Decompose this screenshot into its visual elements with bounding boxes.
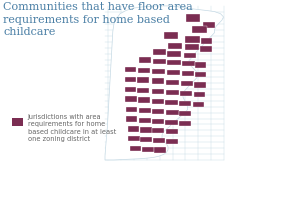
Bar: [125, 96, 137, 102]
Bar: [166, 110, 178, 115]
Bar: [184, 36, 200, 43]
Bar: [181, 81, 193, 86]
Bar: [130, 146, 141, 151]
Bar: [165, 100, 178, 105]
Bar: [140, 137, 152, 142]
Polygon shape: [105, 6, 224, 160]
Bar: [124, 77, 136, 82]
Bar: [126, 107, 137, 112]
Bar: [194, 82, 206, 88]
Bar: [153, 59, 166, 64]
Bar: [182, 61, 195, 66]
Bar: [200, 46, 212, 52]
Bar: [195, 62, 206, 68]
Bar: [152, 128, 164, 133]
Bar: [152, 69, 165, 74]
Bar: [167, 51, 181, 57]
Bar: [12, 118, 23, 126]
Bar: [202, 22, 215, 28]
Bar: [167, 70, 180, 75]
Bar: [164, 32, 178, 39]
Bar: [124, 87, 136, 92]
Bar: [128, 126, 139, 132]
Bar: [185, 44, 199, 50]
Bar: [168, 43, 182, 49]
Bar: [153, 138, 165, 143]
Bar: [182, 71, 194, 76]
Text: Communities that have floor area
requirements for home based
childcare: Communities that have floor area require…: [3, 2, 193, 37]
Bar: [138, 68, 150, 73]
Bar: [186, 14, 200, 22]
Bar: [128, 136, 140, 141]
Bar: [166, 139, 178, 144]
Bar: [201, 38, 212, 44]
Bar: [137, 88, 149, 93]
Bar: [137, 77, 149, 83]
Bar: [152, 99, 164, 104]
Bar: [179, 121, 191, 126]
Bar: [166, 80, 179, 85]
Bar: [152, 89, 164, 94]
Bar: [179, 111, 191, 116]
Bar: [166, 129, 178, 134]
Bar: [139, 118, 151, 123]
Bar: [192, 26, 207, 33]
Bar: [140, 127, 152, 133]
Bar: [124, 67, 136, 72]
Bar: [179, 101, 191, 106]
Bar: [165, 120, 178, 125]
Bar: [167, 60, 181, 65]
Bar: [180, 91, 192, 96]
Bar: [152, 119, 164, 124]
Bar: [153, 49, 166, 55]
Bar: [194, 92, 205, 97]
Bar: [138, 97, 150, 103]
Bar: [142, 147, 154, 152]
Text: Jurisdictions with area
requirements for home
based childcare in at least
one zo: Jurisdictions with area requirements for…: [28, 114, 116, 142]
Bar: [139, 108, 151, 113]
Bar: [166, 90, 179, 95]
Bar: [193, 102, 204, 107]
Bar: [154, 147, 166, 153]
Bar: [195, 72, 206, 77]
Bar: [152, 109, 164, 114]
Bar: [184, 53, 196, 58]
Bar: [139, 57, 151, 63]
Bar: [152, 78, 164, 84]
Bar: [126, 116, 137, 122]
